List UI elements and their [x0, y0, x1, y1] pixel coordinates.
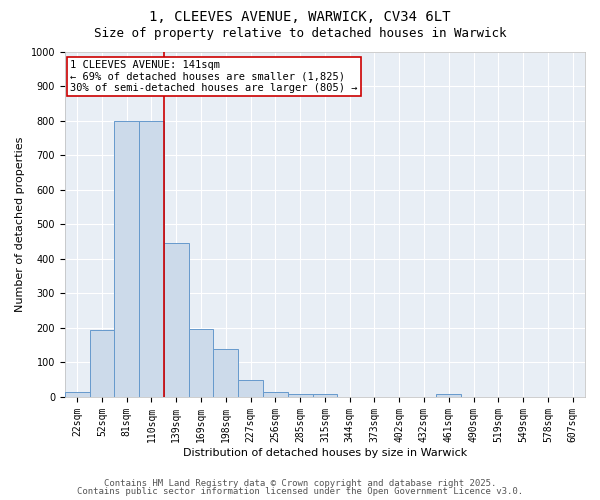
Text: 1, CLEEVES AVENUE, WARWICK, CV34 6LT: 1, CLEEVES AVENUE, WARWICK, CV34 6LT: [149, 10, 451, 24]
Bar: [139, 120, 164, 397]
Text: Size of property relative to detached houses in Warwick: Size of property relative to detached ho…: [94, 28, 506, 40]
Bar: [89, 330, 115, 397]
Bar: [214, 348, 238, 397]
Bar: [188, 328, 214, 397]
Text: Contains public sector information licensed under the Open Government Licence v3: Contains public sector information licen…: [77, 487, 523, 496]
Text: 1 CLEEVES AVENUE: 141sqm
← 69% of detached houses are smaller (1,825)
30% of sem: 1 CLEEVES AVENUE: 141sqm ← 69% of detach…: [70, 60, 358, 94]
Bar: [436, 394, 461, 397]
Text: Contains HM Land Registry data © Crown copyright and database right 2025.: Contains HM Land Registry data © Crown c…: [104, 478, 496, 488]
Bar: [164, 243, 188, 397]
Bar: [313, 394, 337, 397]
Bar: [288, 394, 313, 397]
Bar: [65, 392, 89, 397]
Y-axis label: Number of detached properties: Number of detached properties: [15, 136, 25, 312]
Bar: [263, 392, 288, 397]
X-axis label: Distribution of detached houses by size in Warwick: Distribution of detached houses by size …: [183, 448, 467, 458]
Bar: [238, 380, 263, 397]
Bar: [115, 120, 139, 397]
